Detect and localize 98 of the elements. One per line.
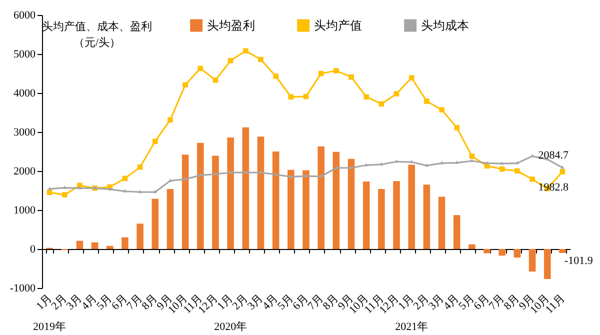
point — [274, 172, 278, 176]
bar — [348, 158, 355, 249]
data-label: -101.9 — [564, 254, 594, 267]
bar — [332, 152, 340, 249]
point — [62, 192, 68, 198]
point — [348, 74, 354, 80]
bar — [318, 146, 324, 249]
point — [334, 68, 339, 74]
bar — [468, 244, 476, 249]
point — [123, 189, 127, 192]
y-tick-label: 3000 — [14, 126, 36, 138]
bar — [302, 170, 310, 249]
y-tick-label: 2000 — [14, 166, 36, 178]
point — [514, 168, 520, 174]
point — [454, 125, 460, 130]
bar — [91, 242, 98, 249]
bar — [544, 249, 551, 280]
point — [380, 162, 384, 166]
bar — [393, 181, 400, 249]
bar — [257, 136, 264, 249]
point — [62, 186, 66, 189]
text: 2019年 — [33, 321, 66, 333]
bar — [378, 188, 385, 249]
bar — [288, 170, 294, 249]
point — [273, 74, 278, 79]
y-tick-label: -1000 — [10, 282, 36, 294]
bar — [227, 137, 234, 249]
text: 2021年 — [395, 321, 428, 333]
point — [228, 170, 232, 174]
point — [198, 173, 202, 176]
y-tick-label: 4000 — [14, 88, 36, 100]
y-axis-title: 头均产值、成本、盈利（元/头） — [42, 20, 152, 49]
point — [212, 77, 218, 83]
legend-label: 头均成本 — [420, 18, 469, 33]
bar — [152, 198, 159, 249]
point — [364, 94, 369, 100]
point — [304, 174, 308, 178]
point — [364, 162, 368, 166]
point — [470, 158, 474, 162]
point — [530, 176, 535, 182]
bar — [559, 249, 566, 253]
y-tick-label: 5000 — [14, 48, 36, 60]
point — [138, 190, 142, 194]
point — [289, 174, 293, 178]
data-label: 2084.7 — [538, 150, 569, 162]
y-tick-label: 1000 — [14, 204, 36, 216]
point — [228, 58, 234, 64]
point — [258, 170, 263, 174]
bar — [76, 240, 84, 249]
legend-label: 头均盈利 — [206, 18, 255, 33]
point — [153, 190, 158, 194]
bar — [212, 156, 219, 249]
legend-label: 头均产值 — [314, 18, 362, 33]
point — [454, 160, 459, 164]
bar — [498, 249, 506, 256]
point — [319, 174, 323, 178]
text: 2020年 — [214, 321, 248, 333]
bar — [514, 249, 521, 258]
point — [439, 107, 444, 112]
point — [485, 161, 489, 164]
point — [349, 166, 354, 169]
point — [515, 161, 520, 164]
point — [560, 166, 564, 169]
point — [243, 48, 248, 54]
point — [258, 56, 264, 62]
point — [244, 170, 248, 174]
point — [182, 82, 188, 88]
bar — [423, 184, 430, 249]
point — [168, 117, 173, 123]
point — [424, 98, 430, 104]
point — [183, 177, 188, 180]
bar — [484, 249, 490, 254]
point — [108, 187, 112, 190]
y-tick-label: 6000 — [14, 10, 36, 22]
point — [394, 91, 400, 96]
bar — [528, 249, 536, 272]
point — [152, 138, 158, 144]
point — [410, 160, 414, 164]
bar — [272, 152, 280, 249]
point — [560, 169, 566, 174]
bar — [453, 215, 460, 249]
bar — [106, 246, 114, 249]
bar — [408, 164, 415, 249]
y-tick-label: 0 — [30, 244, 36, 256]
bar — [362, 182, 370, 249]
bar — [122, 237, 128, 249]
point — [408, 75, 414, 80]
bar — [182, 154, 189, 249]
bar — [242, 127, 250, 249]
point — [499, 166, 505, 172]
point — [48, 186, 52, 190]
point — [469, 154, 475, 159]
bar — [438, 196, 446, 249]
point — [424, 163, 429, 167]
bar — [136, 224, 144, 249]
bar — [197, 142, 204, 249]
bar — [166, 188, 174, 249]
point — [440, 161, 444, 164]
